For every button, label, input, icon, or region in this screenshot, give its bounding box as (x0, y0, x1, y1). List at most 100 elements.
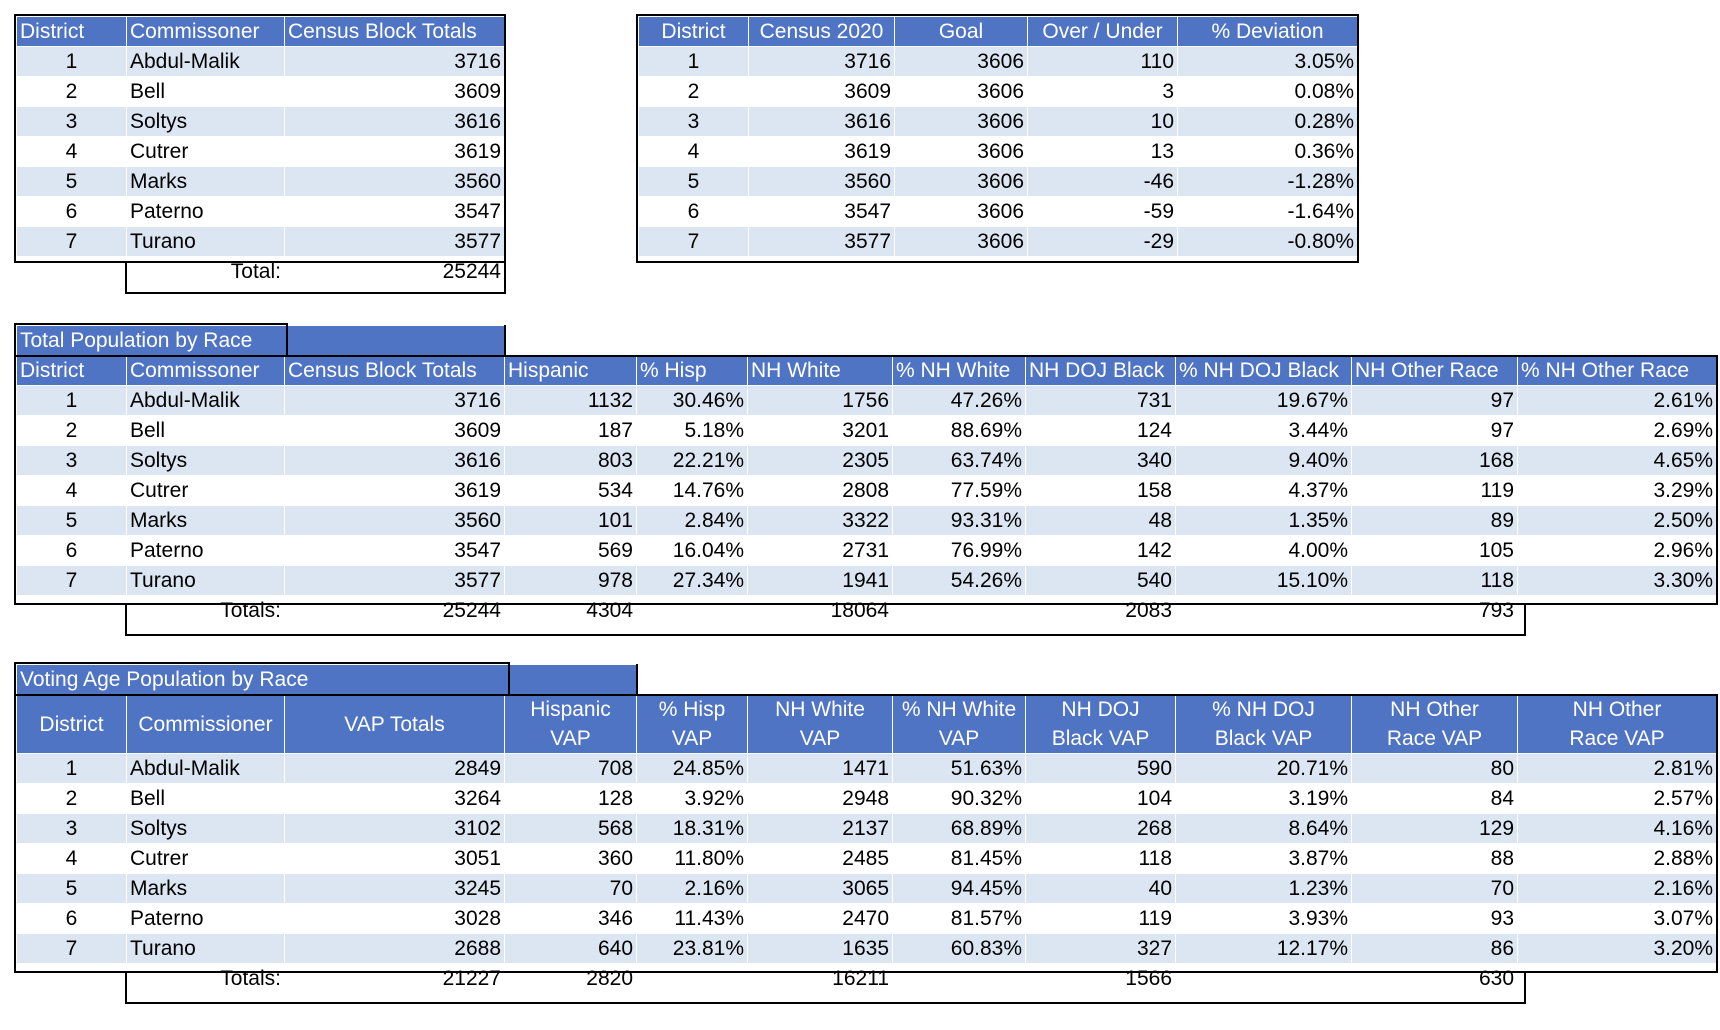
table-row: 4 Cutrer 3619 (16, 136, 505, 167)
table-cell: 1941 (747, 565, 893, 596)
total-value (1175, 963, 1353, 994)
column-header: NH Other Race (1351, 355, 1518, 386)
table-cell: 80 (1351, 753, 1519, 784)
total-value: 793 (1351, 595, 1518, 626)
column-header: % Hisp (636, 355, 748, 386)
table-cell: 104 (1025, 783, 1177, 814)
table-cell: 3.05% (1177, 46, 1358, 77)
column-header: VAP Totals (284, 694, 505, 754)
table-cell: 9.40% (1175, 445, 1352, 476)
spacer-cell (1518, 964, 1717, 994)
table-cell: 5.18% (636, 415, 748, 446)
table-cell: 640 (503, 933, 638, 964)
table-cell: 2.96% (1517, 535, 1717, 566)
table-cell: 47.26% (892, 385, 1026, 416)
table-cell: 68.89% (892, 813, 1027, 844)
table-row: 7 3577 3606 -29 -0.80% (638, 226, 1358, 257)
table-cell: 30.46% (636, 385, 748, 416)
table-cell: 3.07% (1517, 903, 1718, 934)
table-cell: Turano (126, 933, 285, 964)
table-cell: 89 (1351, 505, 1518, 536)
table-row: 4 Cutrer 3051 360 11.80% 2485 81.45% 118 3.87% 88… (16, 843, 1718, 874)
table-cell: 40 (1025, 873, 1177, 904)
total-value: 4304 (504, 595, 637, 626)
table-row: 1 3716 3606 110 3.05% (638, 46, 1358, 77)
table-cell: 70 (503, 873, 638, 904)
table-cell: 3606 (894, 46, 1028, 77)
table-row: 3 Soltys 3616 (16, 106, 505, 137)
column-header: NH DOJ Black (1025, 355, 1176, 386)
table-row: 7 Turano 3577 (16, 226, 505, 257)
table-cell: 3560 (748, 166, 895, 197)
table-cell: 101 (504, 505, 637, 536)
table-cell: Marks (126, 166, 285, 197)
table-cell: 48 (1025, 505, 1176, 536)
table-cell: 590 (1025, 753, 1177, 784)
table-cell: 2 (16, 783, 127, 814)
table-cell: 119 (1351, 475, 1518, 506)
table-cell: 3609 (748, 76, 895, 107)
header-line: VAP (550, 727, 591, 750)
header-line: District (39, 712, 104, 736)
total-value: 2083 (1025, 595, 1176, 626)
table-cell: 84 (1351, 783, 1519, 814)
table-cell: 97 (1351, 415, 1518, 446)
table-cell: 3716 (748, 46, 895, 77)
table-cell: 3616 (284, 106, 505, 137)
header-line: Black VAP (1214, 727, 1313, 750)
table-cell: 3 (16, 106, 127, 137)
column-header: Commissoner (126, 16, 285, 47)
table-cell: Cutrer (126, 843, 285, 874)
table-cell: 3.93% (1175, 903, 1353, 934)
column-header: District (16, 16, 127, 47)
column-header: District (638, 16, 749, 47)
column-header: NH DOJ Black VAP (1025, 694, 1177, 754)
table-cell: 3619 (284, 475, 505, 506)
table-cell: 3.19% (1175, 783, 1353, 814)
header-row: District Census 2020 Goal Over / Under% Dev… (638, 16, 1358, 47)
table-cell: 93 (1351, 903, 1519, 934)
header-row: District Commissoner Census Block Totals Hi… (16, 355, 1717, 386)
table-cell: 81.57% (892, 903, 1027, 934)
column-header: % NH White VAP (892, 694, 1027, 754)
table-cell: 6 (16, 903, 127, 934)
column-header: Commissoner (126, 355, 285, 386)
total-value: 1566 (1025, 963, 1177, 994)
table-cell: 2137 (747, 813, 894, 844)
header-line: NH Other (1572, 698, 1662, 721)
table-row: 5 Marks 3245 70 2.16% 3065 94.45% 40 1.23% 70 2.16… (16, 873, 1718, 904)
table-cell: 2688 (284, 933, 505, 964)
total-value: 2820 (503, 963, 638, 994)
totals-label: Totals: (126, 963, 285, 994)
table-cell: 14.76% (636, 475, 748, 506)
table-cell: 118 (1025, 843, 1177, 874)
table-row: 4 Cutrer 3619 534 14.76% 2808 77.59% 158 4.37% 11… (16, 475, 1717, 506)
spacer-cell (17, 964, 127, 994)
table-cell: 4.65% (1517, 445, 1717, 476)
table-cell: 3245 (284, 873, 505, 904)
table-cell: Cutrer (126, 475, 285, 506)
table-cell: 6 (16, 535, 127, 566)
table-cell: 3606 (894, 136, 1028, 167)
table-cell: 3322 (747, 505, 893, 536)
table-cell: 2305 (747, 445, 893, 476)
table-cell: 6 (16, 196, 127, 227)
table-row: 1 Abdul-Malik 3716 (16, 46, 505, 77)
table-cell: 2.88% (1517, 843, 1718, 874)
column-header: % NH White (892, 355, 1026, 386)
table-cell: 19.67% (1175, 385, 1352, 416)
table-cell: 7 (16, 565, 127, 596)
table-cell: 3560 (284, 505, 505, 536)
table-row: 2 Bell 3264 128 3.92% 2948 90.32% 104 3.19% 84 2.5… (16, 783, 1718, 814)
table-cell: 1471 (747, 753, 894, 784)
table-cell: 3616 (284, 445, 505, 476)
column-header: % Deviation (1177, 16, 1358, 47)
totals-row: Totals: 21227 2820 16211 1566 630 (17, 963, 1717, 994)
table-cell: -1.64% (1177, 196, 1358, 227)
table-cell: 2.81% (1517, 753, 1718, 784)
table-cell: 124 (1025, 415, 1176, 446)
table-cell: 3577 (748, 226, 895, 257)
table-cell: 3.44% (1175, 415, 1352, 446)
total-value: 21227 (284, 963, 505, 994)
table-cell: 569 (504, 535, 637, 566)
